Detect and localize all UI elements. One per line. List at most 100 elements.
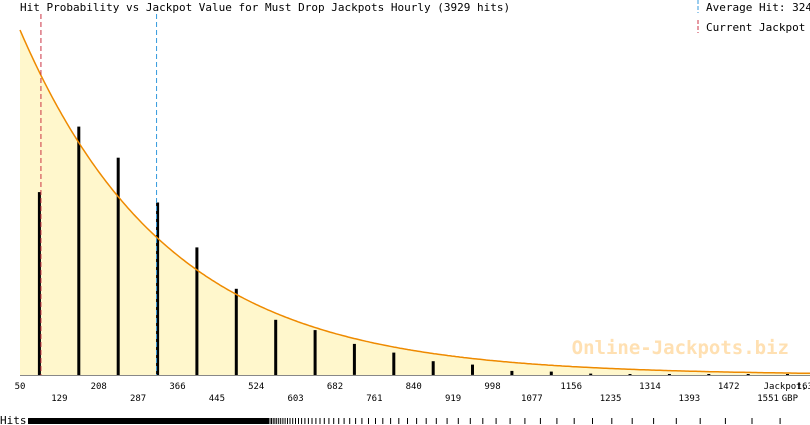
rug-tick (295, 418, 296, 424)
rug-tick (724, 418, 726, 424)
hit-bar (156, 202, 160, 375)
rug-tick (278, 418, 280, 424)
rug-tick (292, 418, 294, 424)
x-tick-labels-lower: 1292874456037619191077123513931551170919… (51, 394, 779, 404)
rug-tick (390, 418, 392, 424)
hits-rug (28, 418, 781, 424)
rug-dense-band (28, 418, 268, 424)
chart-title: Hit Probability vs Jackpot Value for Mus… (20, 1, 510, 14)
x-tick-label: 1077 (521, 394, 543, 404)
hit-bar (195, 247, 199, 375)
x-tick-label: 1393 (679, 394, 701, 404)
probability-area-fill (20, 30, 810, 375)
x-tick-label: 682 (327, 382, 343, 392)
rug-tick (287, 418, 288, 424)
rug-tick (495, 418, 497, 424)
rug-tick (407, 418, 408, 424)
rug-tick (311, 418, 313, 424)
x-tick-label: 1314 (639, 382, 661, 392)
legend-current-label: Current Jackpot (706, 21, 805, 34)
x-tick-label: 761 (366, 394, 382, 404)
x-tick-label: 603 (287, 394, 303, 404)
hit-bar (116, 157, 120, 375)
hit-bar (352, 343, 356, 375)
rug-tick (289, 418, 291, 424)
rug-tick (298, 418, 299, 424)
rug-tick (274, 418, 276, 424)
rug-tick (539, 418, 541, 424)
x-tick-label: 1472 (718, 382, 740, 392)
x-axis-label: Jackpot, (764, 382, 807, 392)
rug-tick (282, 418, 284, 424)
rug-tick (751, 418, 753, 424)
rug-tick (301, 418, 303, 424)
rug-tick (631, 418, 633, 424)
hits-rug-label: Hits (0, 414, 27, 425)
x-tick-label: 445 (209, 394, 225, 404)
rug-tick (435, 418, 437, 424)
hit-bar (549, 371, 553, 376)
rug-tick (333, 418, 335, 424)
rug-tick (653, 418, 655, 424)
rug-tick (482, 418, 484, 424)
x-tick-label: 208 (91, 382, 107, 392)
rug-tick (307, 418, 309, 424)
hit-bars (37, 126, 789, 376)
x-tick-labels-upper: 5020836652468284099811561314147216301788… (15, 382, 810, 392)
rug-tick (416, 418, 418, 424)
hit-bar (628, 374, 632, 375)
x-tick-label: 50 (15, 382, 26, 392)
rug-tick (268, 418, 269, 424)
rug-tick (779, 418, 781, 424)
hit-bar (667, 374, 671, 375)
hit-bar (471, 364, 474, 375)
x-tick-label: 524 (248, 382, 264, 392)
x-tick-label: 1235 (600, 394, 622, 404)
rug-tick (328, 418, 330, 424)
rug-tick (398, 418, 400, 424)
legend: Average Hit: 324 Current Jackpot (697, 0, 810, 34)
rug-tick (675, 418, 677, 424)
hit-bar (392, 352, 396, 375)
rug-tick (349, 418, 351, 424)
rug-tick (446, 418, 448, 424)
hit-bar (786, 374, 789, 375)
rug-tick (611, 418, 613, 424)
x-tick-label: 129 (51, 394, 67, 404)
hit-bar (313, 330, 317, 375)
rug-tick (323, 418, 325, 424)
rug-tick (284, 418, 286, 424)
x-tick-label: 366 (169, 382, 185, 392)
rug-tick (368, 418, 369, 424)
hit-bar (589, 373, 593, 375)
rug-tick (382, 418, 384, 424)
plot-area (19, 14, 810, 376)
rug-tick (425, 418, 427, 424)
x-tick-label: 998 (484, 382, 500, 392)
hit-bar (37, 192, 41, 375)
hit-bar (274, 319, 278, 375)
x-tick-label: 919 (445, 394, 461, 404)
rug-tick (269, 418, 271, 424)
rug-tick (276, 418, 278, 424)
rug-tick (355, 418, 357, 424)
rug-tick (556, 418, 558, 424)
rug-tick (469, 418, 471, 424)
rug-tick (272, 418, 274, 424)
probability-curve (19, 29, 810, 375)
rug-tick (280, 418, 282, 424)
rug-tick (573, 418, 575, 424)
rug-tick (338, 418, 340, 424)
watermark: Online-Jackpots.biz (572, 337, 789, 359)
hit-bar (510, 370, 514, 375)
rug-tick (304, 418, 306, 424)
rug-tick (315, 418, 317, 424)
rug-tick (319, 418, 321, 424)
hit-bar (431, 361, 435, 375)
legend-average-label: Average Hit: 324 (706, 1, 810, 14)
rug-tick (524, 418, 526, 424)
x-tick-label: 1551 (757, 394, 779, 404)
rug-tick (343, 418, 345, 424)
rug-tick (699, 418, 701, 424)
